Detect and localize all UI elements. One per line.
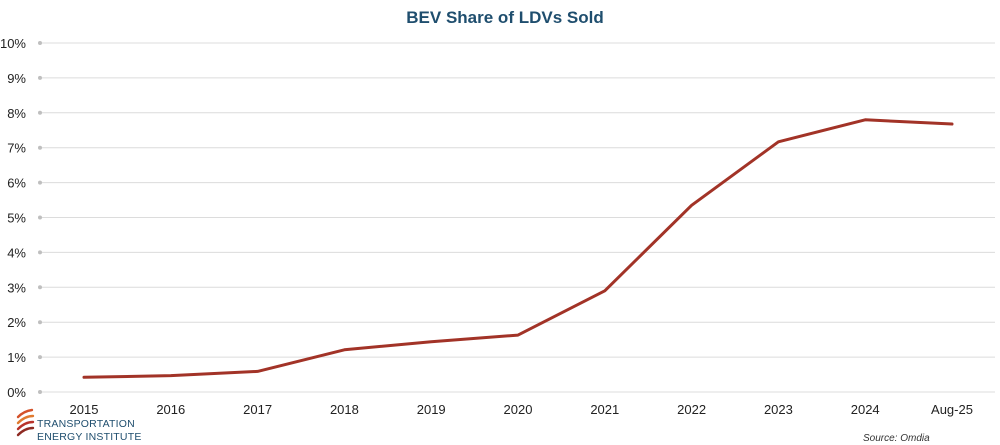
series-line-0 [82, 118, 954, 379]
y-tick-mark [38, 250, 42, 255]
x-axis-tick-labels: 2015 2016 2017 2018 2019 2020 2021 2022 2023 2024… [70, 402, 973, 417]
y-tick-mark [38, 285, 42, 290]
y-tick-mark [38, 41, 42, 45]
y-tick-mark [38, 110, 42, 115]
y-tick-label: 10% [0, 36, 26, 51]
y-tick-mark [38, 215, 42, 220]
x-tick-label: 2015 [70, 402, 99, 417]
y-tick-mark [38, 180, 42, 185]
x-tick-label: Aug-25 [931, 402, 973, 417]
x-tick-label: 2018 [330, 402, 359, 417]
x-tick-label: 2021 [590, 402, 619, 417]
y-tick-mark [38, 75, 42, 80]
x-tick-label: 2017 [243, 402, 272, 417]
x-tick-label: 2016 [156, 402, 185, 417]
y-tick-mark [38, 390, 42, 394]
chart-title: BEV Share of LDVs Sold [406, 8, 603, 27]
x-tick-label: 2020 [504, 402, 533, 417]
series-lines [82, 118, 954, 379]
y-tick-mark [38, 355, 42, 360]
logo-swoosh-icon [16, 408, 35, 437]
y-tick-label: 9% [7, 71, 26, 86]
y-tick-label: 8% [7, 106, 26, 121]
tei-logo: TRANSPORTATION ENERGY INSTITUTE [16, 408, 142, 443]
y-tick-label: 2% [7, 315, 26, 330]
y-tick-label: 6% [7, 176, 26, 191]
y-tick-label: 0% [7, 385, 26, 400]
y-tick-label: 4% [7, 245, 26, 260]
source-note: Source: Omdia [863, 433, 930, 444]
y-tick-label: 5% [7, 211, 26, 226]
x-tick-label: 2024 [851, 402, 880, 417]
x-tick-label: 2023 [764, 402, 793, 417]
logo-line-1: TRANSPORTATION [37, 418, 135, 430]
y-tick-label: 3% [7, 280, 26, 295]
x-tick-label: 2019 [417, 402, 446, 417]
y-tick-label: 1% [7, 350, 26, 365]
gridlines [38, 41, 995, 394]
y-tick-mark [38, 145, 42, 150]
y-tick-label: 7% [7, 141, 26, 156]
y-tick-mark [38, 320, 42, 325]
logo-line-2: ENERGY INSTITUTE [37, 431, 142, 443]
y-axis-tick-labels: 0% 1% 2% 3% 4% 5% 6% 7% 8% 9% 10% [0, 36, 26, 400]
x-tick-label: 2022 [677, 402, 706, 417]
